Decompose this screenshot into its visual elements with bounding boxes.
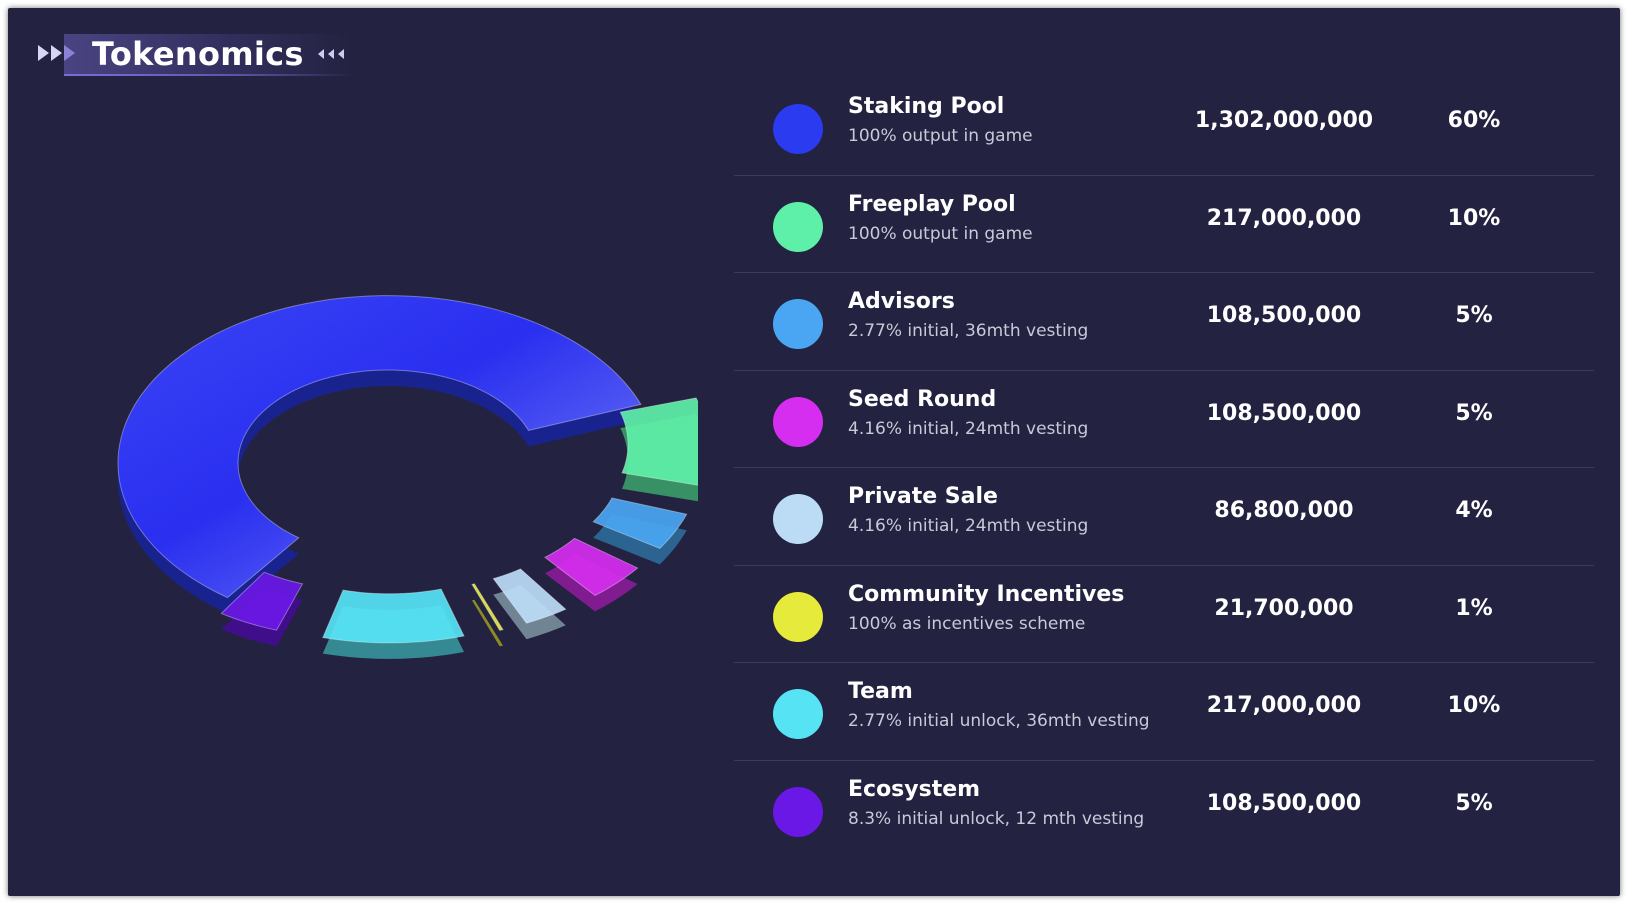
- legend-color-dot: [773, 689, 823, 739]
- allocation-amount: 1,302,000,000: [1194, 108, 1374, 133]
- allocation-vesting: 2.77% initial unlock, 36mth vesting: [848, 711, 1150, 731]
- allocation-name: Private Sale: [848, 484, 998, 509]
- legend-color-dot: [773, 494, 823, 544]
- row-divider: [734, 467, 1594, 468]
- legend-color-dot: [773, 299, 823, 349]
- page-title: Tokenomics: [92, 35, 304, 73]
- allocation-percent: 1%: [1455, 595, 1493, 621]
- allocation-vesting: 100% output in game: [848, 126, 1033, 146]
- allocation-amount: 86,800,000: [1214, 498, 1354, 523]
- allocation-percent: 5%: [1455, 303, 1493, 328]
- donut-slice-ecosystem: [220, 571, 304, 647]
- allocation-percent: 10%: [1447, 693, 1501, 718]
- donut-slice-top: [543, 537, 639, 596]
- allocation-percent: 5%: [1455, 790, 1493, 816]
- legend-color-dot: [773, 591, 823, 642]
- table-row: Seed Round 4.16% initial, 24mth vesting 10…: [734, 371, 1594, 468]
- donut-slice-community-incentives: [471, 583, 504, 647]
- donut-slice-top: [592, 497, 688, 549]
- allocation-name: Advisors: [848, 289, 955, 314]
- allocation-percent: 4%: [1455, 498, 1493, 523]
- section-header: Tokenomics: [26, 24, 356, 80]
- allocation-vesting: 100% output in game: [848, 223, 1033, 244]
- allocation-amount: 108,500,000: [1206, 400, 1362, 426]
- donut-slice-side: [472, 599, 503, 647]
- row-divider: [734, 564, 1594, 566]
- donut-slice-top: [619, 397, 698, 486]
- table-row: Ecosystem 8.3% initial unlock, 12 mth ves…: [734, 761, 1594, 859]
- allocation-vesting: 2.77% initial, 36mth vesting: [848, 321, 1089, 341]
- legend-color-dot: [773, 201, 823, 252]
- donut-slice-team: [322, 588, 465, 659]
- double-right-arrow-icon: [38, 45, 75, 61]
- header-underline: [64, 74, 354, 76]
- legend-color-dot: [773, 396, 823, 447]
- donut-slice-top: [492, 568, 567, 624]
- allocation-name: Community Incentives: [848, 581, 1125, 607]
- allocation-name: Ecosystem: [848, 776, 981, 802]
- allocation-percent: 5%: [1455, 400, 1493, 426]
- triple-left-arrow-icon: [318, 49, 344, 59]
- legend-color-dot: [773, 786, 823, 837]
- allocation-table: Staking Pool 100% output in game 1,302,000…: [734, 78, 1594, 858]
- row-divider: [734, 272, 1594, 273]
- allocation-amount: 108,500,000: [1206, 790, 1362, 816]
- donut-slice-seed-round: [543, 537, 639, 612]
- allocation-name: Seed Round: [848, 386, 997, 412]
- allocation-vesting: 4.16% initial, 24mth vesting: [848, 418, 1089, 439]
- allocation-name: Freeplay Pool: [848, 191, 1016, 217]
- donut-slice-private-sale: [492, 568, 567, 640]
- tokenomics-panel: Tokenomics Staking Pool 100% output in ga…: [8, 8, 1620, 896]
- allocation-amount: 21,700,000: [1214, 595, 1354, 621]
- header-band: [64, 34, 354, 76]
- donut-slice-top: [471, 583, 504, 631]
- donut-slice-advisors: [592, 497, 688, 565]
- allocation-vesting: 100% as incentives scheme: [848, 613, 1086, 634]
- allocation-percent: 60%: [1447, 108, 1501, 133]
- legend-color-dot: [773, 104, 823, 154]
- allocation-amount: 108,500,000: [1206, 303, 1362, 328]
- donut-slice-top: [117, 295, 642, 599]
- allocation-amount: 217,000,000: [1206, 205, 1362, 231]
- allocation-vesting: 4.16% initial, 24mth vesting: [848, 516, 1089, 536]
- table-row: Private Sale 4.16% initial, 24mth vesting…: [734, 468, 1594, 566]
- allocation-name: Team: [848, 679, 913, 704]
- donut-slice-freeplay-pool: [619, 397, 698, 502]
- table-row: Advisors 2.77% initial, 36mth vesting 108,…: [734, 273, 1594, 371]
- table-row: Staking Pool 100% output in game 1,302,000…: [734, 78, 1594, 176]
- allocation-amount: 217,000,000: [1206, 693, 1362, 718]
- allocation-vesting: 8.3% initial unlock, 12 mth vesting: [848, 808, 1145, 829]
- table-row: Freeplay Pool 100% output in game 217,000,…: [734, 176, 1594, 273]
- row-divider: [734, 759, 1594, 761]
- donut-slice-top: [322, 588, 465, 644]
- table-row: Team 2.77% initial unlock, 36mth vesting 2…: [734, 663, 1594, 761]
- row-divider: [734, 662, 1594, 663]
- donut-slice-staking-pool: [117, 295, 642, 614]
- allocation-percent: 10%: [1447, 205, 1501, 231]
- donut-slice-top: [220, 571, 304, 631]
- row-divider: [734, 174, 1594, 176]
- allocation-name: Staking Pool: [848, 94, 1005, 119]
- row-divider: [734, 369, 1594, 371]
- table-row: Community Incentives 100% as incentives s…: [734, 566, 1594, 663]
- tokenomics-donut-chart: [117, 295, 698, 659]
